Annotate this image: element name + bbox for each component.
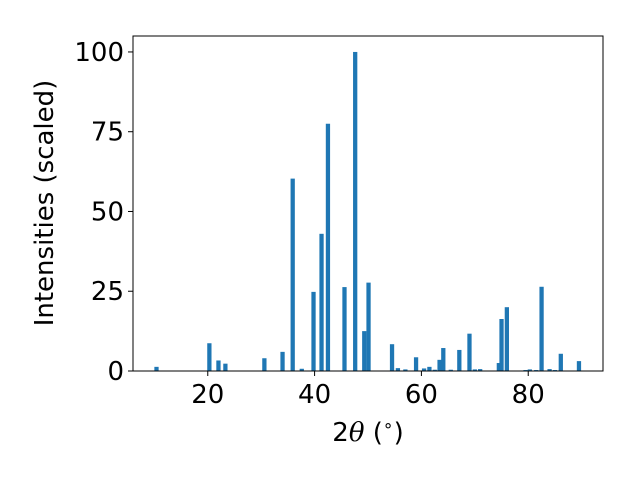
bars-layer <box>154 51 582 372</box>
ticks-layer: 20 40 60 80 0 25 50 75 100 <box>74 38 544 410</box>
bar <box>311 291 316 371</box>
x-axis-label-theta: θ <box>349 418 365 448</box>
y-tick-label: 100 <box>74 38 124 68</box>
bar <box>403 369 408 371</box>
bar <box>432 369 437 371</box>
bar <box>389 344 395 371</box>
bar <box>325 123 331 372</box>
y-axis-label: Intensities (scaled) <box>30 80 60 327</box>
plot-frame <box>132 35 604 372</box>
y-tick-label: 0 <box>107 357 124 387</box>
x-tick-label: 20 <box>191 380 224 410</box>
bar <box>457 349 462 371</box>
bar <box>207 343 212 371</box>
y-tick-label: 25 <box>91 277 124 307</box>
bar <box>448 369 453 371</box>
bar <box>539 286 544 371</box>
bar <box>441 348 446 371</box>
bar <box>547 369 552 371</box>
bar <box>413 357 419 371</box>
bar <box>319 233 324 371</box>
bar <box>527 369 532 371</box>
x-axis-label: 2θ (∘) <box>332 416 403 448</box>
bar <box>467 333 472 371</box>
x-axis-label-close-paren: ) <box>394 418 404 448</box>
bar <box>478 369 483 371</box>
bar <box>472 369 477 371</box>
bar <box>366 282 371 371</box>
bar <box>437 359 442 371</box>
bar <box>299 368 304 371</box>
bar <box>499 319 504 371</box>
x-axis-label-degree: ∘ <box>383 416 394 436</box>
x-tick-label: 80 <box>512 380 545 410</box>
bar <box>290 178 295 371</box>
bar <box>427 366 432 371</box>
bar <box>362 331 367 371</box>
bar <box>342 287 347 371</box>
bar <box>154 366 159 371</box>
bar <box>216 360 221 371</box>
bar <box>496 363 501 371</box>
bar <box>576 361 582 371</box>
bar <box>353 51 358 371</box>
bar <box>223 363 228 371</box>
x-axis-label-open-paren: ( <box>364 418 382 448</box>
x-tick-label: 60 <box>405 380 438 410</box>
bar <box>280 351 285 371</box>
bar <box>262 358 267 371</box>
bar <box>395 368 401 371</box>
y-tick-label: 75 <box>91 118 124 148</box>
bar <box>558 353 563 371</box>
bar <box>504 307 509 371</box>
x-tick-label: 40 <box>298 380 331 410</box>
x-axis-label-prefix: 2 <box>332 418 349 448</box>
y-tick-label: 50 <box>91 197 124 227</box>
bar <box>421 368 427 371</box>
